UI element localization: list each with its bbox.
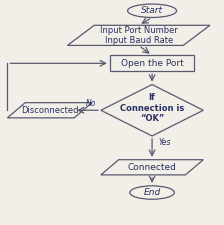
Polygon shape: [7, 103, 92, 118]
Text: Connected: Connected: [128, 163, 177, 172]
Polygon shape: [67, 25, 210, 45]
Ellipse shape: [128, 4, 177, 18]
Text: No: No: [86, 99, 96, 108]
Ellipse shape: [130, 186, 174, 199]
Text: Input Port Number
Input Baud Rate: Input Port Number Input Baud Rate: [100, 26, 178, 45]
Text: Open the Port: Open the Port: [121, 59, 183, 68]
Polygon shape: [101, 160, 203, 175]
Text: Disconnected: Disconnected: [21, 106, 78, 115]
Text: If
Connection is
“OK”: If Connection is “OK”: [120, 93, 184, 123]
Bar: [110, 56, 194, 71]
Text: End: End: [143, 188, 161, 197]
Text: Start: Start: [141, 6, 163, 15]
Text: Yes: Yes: [159, 138, 171, 147]
Polygon shape: [101, 85, 203, 136]
